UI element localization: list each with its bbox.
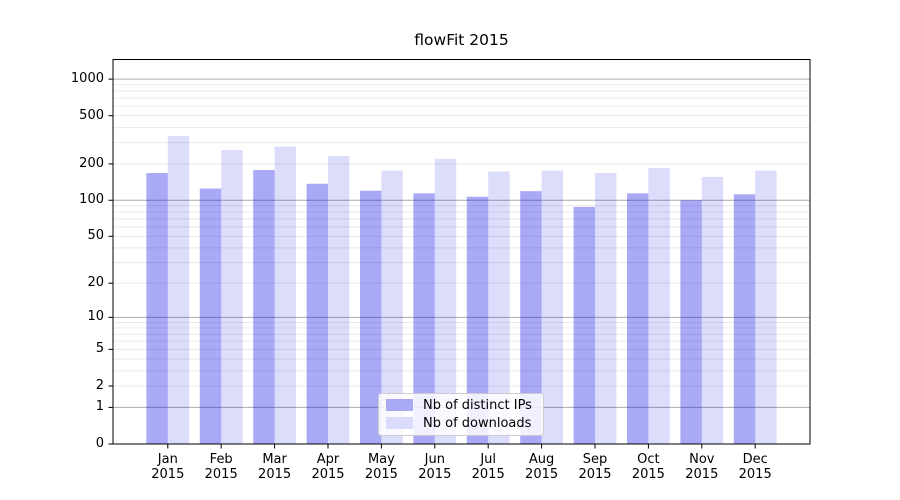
x-tick-month: Nov bbox=[689, 451, 715, 467]
legend-swatch-distinct-ips bbox=[386, 399, 413, 411]
bar-distinct-ips-aug bbox=[520, 191, 542, 444]
x-tick-year: 2015 bbox=[631, 467, 665, 482]
bar-distinct-ips-apr bbox=[306, 183, 328, 444]
y-tick-label: 10 bbox=[87, 309, 104, 325]
x-tick-year: 2015 bbox=[685, 467, 719, 482]
bar-downloads-dec bbox=[755, 170, 777, 444]
x-tick-year: 2015 bbox=[471, 467, 505, 482]
x-tick-label: Mar 2015 bbox=[243, 452, 307, 483]
x-tick-label: Aug 2015 bbox=[510, 452, 574, 483]
x-tick-label: May 2015 bbox=[349, 452, 413, 483]
x-tick-year: 2015 bbox=[738, 467, 772, 482]
x-tick-label: Dec 2015 bbox=[723, 452, 787, 483]
bar-downloads-feb bbox=[221, 150, 243, 445]
x-tick-month: Apr bbox=[316, 451, 340, 467]
x-tick-label: Feb 2015 bbox=[189, 452, 253, 483]
x-tick-year: 2015 bbox=[525, 467, 559, 482]
bar-distinct-ips-jun bbox=[413, 193, 435, 444]
y-tick-label: 1 bbox=[95, 399, 104, 415]
x-tick-year: 2015 bbox=[258, 467, 292, 482]
x-tick-year: 2015 bbox=[204, 467, 238, 482]
x-tick-label: Sep 2015 bbox=[563, 452, 627, 483]
x-tick-month: Jun bbox=[424, 451, 445, 467]
x-tick-label: Apr 2015 bbox=[296, 452, 360, 483]
bar-distinct-ips-nov bbox=[680, 200, 702, 444]
x-tick-year: 2015 bbox=[418, 467, 452, 482]
x-tick-year: 2015 bbox=[311, 467, 345, 482]
bar-distinct-ips-mar bbox=[253, 170, 275, 444]
x-tick-year: 2015 bbox=[151, 467, 185, 482]
bar-distinct-ips-sep bbox=[573, 206, 595, 444]
y-tick-label: 0 bbox=[95, 436, 104, 451]
x-tick-label: Nov 2015 bbox=[670, 452, 734, 483]
bar-downloads-aug bbox=[541, 170, 563, 444]
x-tick-label: Jan 2015 bbox=[136, 452, 200, 483]
x-tick-month: Feb bbox=[209, 451, 233, 467]
legend-label: Nb of distinct IPs bbox=[423, 397, 532, 413]
bar-downloads-jul bbox=[488, 171, 510, 444]
y-tick-label: 100 bbox=[79, 192, 104, 208]
x-tick-month: May bbox=[367, 451, 395, 467]
chart-title: flowFit 2015 bbox=[414, 31, 509, 49]
y-tick-label: 200 bbox=[79, 155, 104, 171]
legend: Nb of distinct IPs Nb of downloads bbox=[378, 392, 544, 436]
bar-distinct-ips-feb bbox=[199, 188, 222, 444]
bar-downloads-jan bbox=[167, 135, 190, 445]
y-tick-label: 20 bbox=[87, 275, 104, 291]
plot-border bbox=[112, 59, 811, 445]
y-tick-label: 1000 bbox=[70, 71, 104, 87]
x-tick-year: 2015 bbox=[578, 467, 612, 482]
x-tick-month: Oct bbox=[637, 451, 660, 467]
y-tick-label: 5 bbox=[95, 341, 104, 357]
bar-distinct-ips-dec bbox=[733, 194, 756, 444]
x-tick-label: Jul 2015 bbox=[456, 452, 520, 483]
bar-downloads-may bbox=[381, 170, 403, 444]
legend-label: Nb of downloads bbox=[423, 415, 532, 431]
x-tick-label: Jun 2015 bbox=[403, 452, 467, 483]
x-tick-month: Aug bbox=[528, 451, 555, 467]
bar-distinct-ips-may bbox=[360, 190, 382, 444]
bar-distinct-ips-oct bbox=[627, 193, 649, 444]
legend-item-downloads: Nb of downloads bbox=[386, 416, 537, 431]
x-tick-month: Mar bbox=[262, 451, 287, 467]
bar-downloads-jun bbox=[434, 158, 457, 445]
bar-downloads-sep bbox=[595, 173, 617, 444]
y-tick-label: 50 bbox=[87, 228, 104, 244]
y-tick-label: 500 bbox=[79, 107, 104, 123]
bar-downloads-nov bbox=[701, 176, 724, 444]
x-tick-month: Jan bbox=[157, 451, 178, 467]
legend-swatch-downloads bbox=[386, 417, 413, 429]
x-tick-month: Jul bbox=[480, 451, 497, 467]
bar-downloads-mar bbox=[274, 146, 296, 444]
x-tick-month: Sep bbox=[582, 451, 608, 467]
y-tick-label: 2 bbox=[95, 377, 104, 393]
x-tick-year: 2015 bbox=[364, 467, 398, 482]
bar-downloads-apr bbox=[328, 156, 350, 444]
x-tick-label: Oct 2015 bbox=[616, 452, 680, 483]
legend-item-distinct-ips: Nb of distinct IPs bbox=[386, 398, 537, 413]
bar-distinct-ips-jul bbox=[466, 196, 489, 444]
bar-distinct-ips-jan bbox=[146, 173, 168, 444]
x-tick-month: Dec bbox=[742, 451, 768, 467]
bar-downloads-oct bbox=[648, 167, 670, 444]
